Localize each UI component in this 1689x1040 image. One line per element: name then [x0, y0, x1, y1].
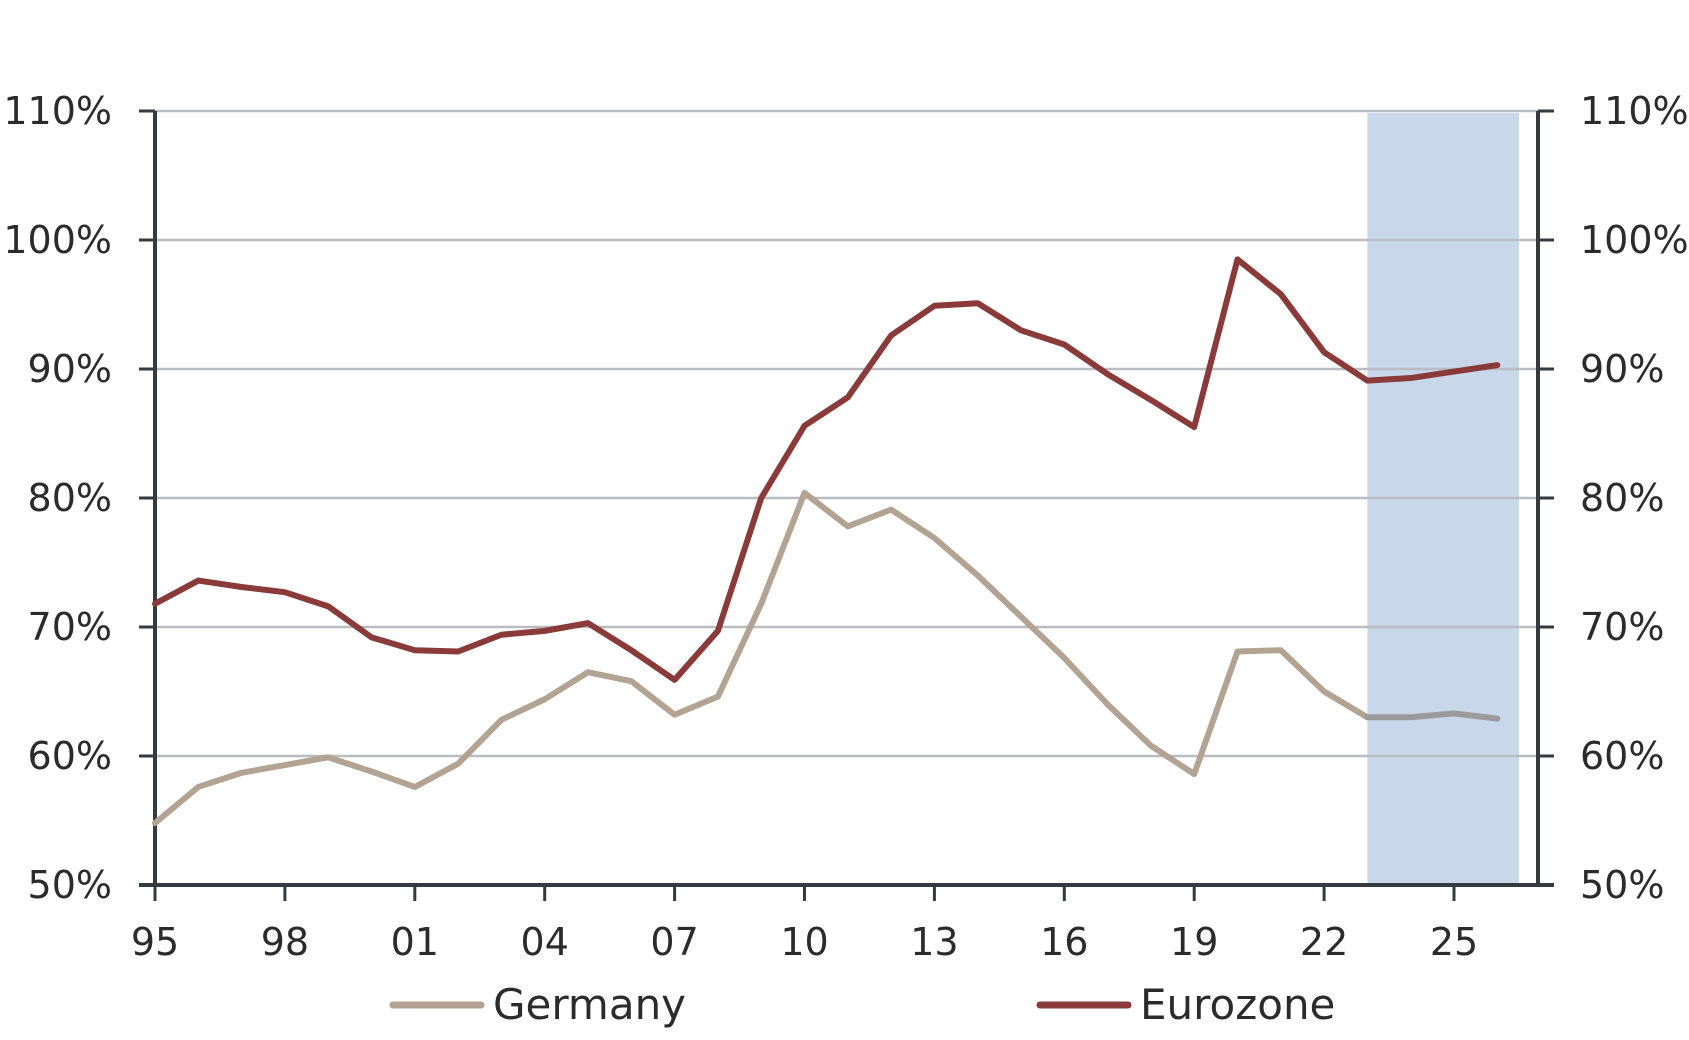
x-tick-label: 22 — [1300, 920, 1348, 964]
x-tick-label: 13 — [910, 920, 958, 964]
right-y-tick-label: 70% — [1580, 605, 1664, 649]
x-tick-label: 16 — [1040, 920, 1088, 964]
legend-label-eurozone: Eurozone — [1140, 980, 1335, 1029]
series-line-germany-forecast — [1364, 710, 1501, 722]
series-line-eurozone — [152, 256, 1501, 683]
x-tick-label: 25 — [1430, 920, 1478, 964]
left-y-tick-label: 80% — [28, 476, 112, 520]
left-y-tick-label: 70% — [28, 605, 112, 649]
legend-label-germany: Germany — [493, 980, 686, 1029]
right-y-tick-label: 80% — [1580, 476, 1664, 520]
x-tick-label: 10 — [780, 920, 828, 964]
x-tick-label: 07 — [650, 920, 698, 964]
left-y-tick-label: 50% — [28, 863, 112, 907]
right-y-tick-label: 50% — [1580, 863, 1664, 907]
right-y-tick-label: 100% — [1580, 218, 1689, 262]
right-y-tick-label: 60% — [1580, 734, 1664, 778]
left-y-tick-label: 60% — [28, 734, 112, 778]
x-tick-label: 19 — [1170, 920, 1218, 964]
x-tick-label: 98 — [261, 920, 309, 964]
left-y-tick-label: 110% — [3, 89, 112, 133]
x-tick-label: 01 — [391, 920, 439, 964]
x-tick-label: 04 — [521, 920, 569, 964]
right-y-tick-label: 90% — [1580, 347, 1664, 391]
left-y-tick-label: 100% — [3, 218, 112, 262]
left-y-tick-label: 90% — [28, 347, 112, 391]
right-y-tick-label: 110% — [1580, 89, 1689, 133]
series-line-germany — [152, 489, 1371, 827]
x-tick-label: 95 — [131, 920, 179, 964]
